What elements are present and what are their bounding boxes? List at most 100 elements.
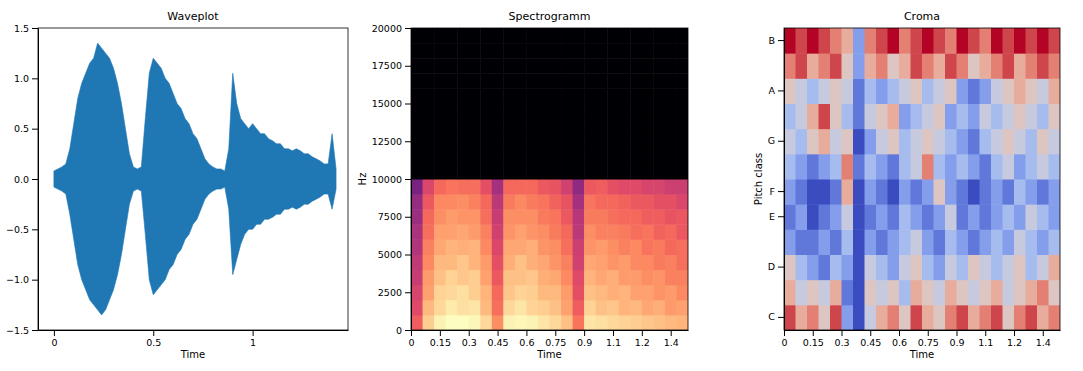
cell [922, 204, 934, 230]
y-axis-tick-mark [32, 229, 38, 230]
cell [642, 315, 654, 330]
cell [1037, 179, 1049, 205]
cell [480, 270, 492, 286]
y-axis-tick-mark [405, 141, 411, 142]
cell [945, 53, 957, 79]
cell [807, 229, 819, 255]
y-axis-tick-mark [32, 78, 38, 79]
cell [469, 239, 481, 255]
cell [457, 43, 469, 59]
x-axis-tick-mark [153, 330, 154, 336]
cell [550, 194, 562, 210]
cell [642, 164, 654, 180]
cell [446, 164, 458, 180]
x-axis-tick-label: 0.6 [519, 337, 534, 348]
cell [550, 58, 562, 74]
cell [503, 58, 515, 74]
cell [842, 255, 854, 281]
cell [945, 255, 957, 281]
cell [538, 43, 550, 59]
cell [865, 179, 877, 205]
cell [469, 270, 481, 286]
cell [457, 28, 469, 44]
cell [515, 255, 527, 271]
cell [796, 229, 808, 255]
cell [1049, 53, 1061, 79]
cell [596, 224, 608, 240]
cell [446, 134, 458, 150]
x-axis-tick: 1 [250, 330, 256, 348]
cell [550, 179, 562, 195]
cell [665, 239, 677, 255]
cell [423, 194, 435, 210]
cell [457, 164, 469, 180]
cell [980, 104, 992, 130]
cell [411, 134, 423, 150]
cell [584, 88, 596, 104]
cell [807, 255, 819, 281]
cell [1037, 229, 1049, 255]
cell [434, 73, 446, 89]
cell [980, 28, 992, 54]
cell [830, 179, 842, 205]
cell [642, 270, 654, 286]
cell [596, 209, 608, 225]
cell [515, 73, 527, 89]
cell [911, 229, 923, 255]
cell [469, 179, 481, 195]
cell [446, 88, 458, 104]
cell [796, 129, 808, 155]
cell [573, 73, 585, 89]
cell [526, 134, 538, 150]
cell [807, 104, 819, 130]
cell [446, 58, 458, 74]
cell [469, 300, 481, 316]
plot-area [411, 28, 688, 330]
cell [561, 134, 573, 150]
cell [423, 209, 435, 225]
cell [796, 154, 808, 180]
cell [796, 305, 808, 330]
cell [469, 255, 481, 271]
cell [853, 229, 865, 255]
x-axis-tick: 0.9 [577, 330, 592, 348]
cell [653, 134, 665, 150]
cell [1003, 204, 1015, 230]
cell [434, 134, 446, 150]
cell [653, 104, 665, 120]
cell [1037, 53, 1049, 79]
x-axis-tick-mark [928, 330, 929, 336]
cell [830, 154, 842, 180]
x-axis-tick-label: 0.3 [834, 337, 849, 348]
cell [934, 154, 946, 180]
x-axis-tick-mark [555, 330, 556, 336]
x-axis-tick-label: 0.75 [545, 337, 566, 348]
x-axis-tick: 0.75 [918, 330, 939, 348]
x-axis-tick-mark [870, 330, 871, 336]
cell [676, 134, 688, 150]
cell [538, 58, 550, 74]
cell [457, 88, 469, 104]
frame [411, 28, 688, 330]
cell [607, 134, 619, 150]
x-axis-tick-mark [498, 330, 499, 336]
cell [888, 280, 900, 306]
cell [653, 224, 665, 240]
cell [526, 58, 538, 74]
cell [434, 315, 446, 330]
cell [911, 104, 923, 130]
cell [619, 300, 631, 316]
cell [596, 104, 608, 120]
cell [584, 285, 596, 301]
y-axis-tick: 2500 [378, 287, 411, 298]
cell [980, 53, 992, 79]
cell [480, 149, 492, 165]
cell [865, 255, 877, 281]
x-axis-tick-label: 1.1 [978, 337, 993, 348]
cell [423, 88, 435, 104]
cell [665, 119, 677, 135]
cell [423, 285, 435, 301]
cell [411, 300, 423, 316]
cell [515, 134, 527, 150]
cell [957, 78, 969, 104]
